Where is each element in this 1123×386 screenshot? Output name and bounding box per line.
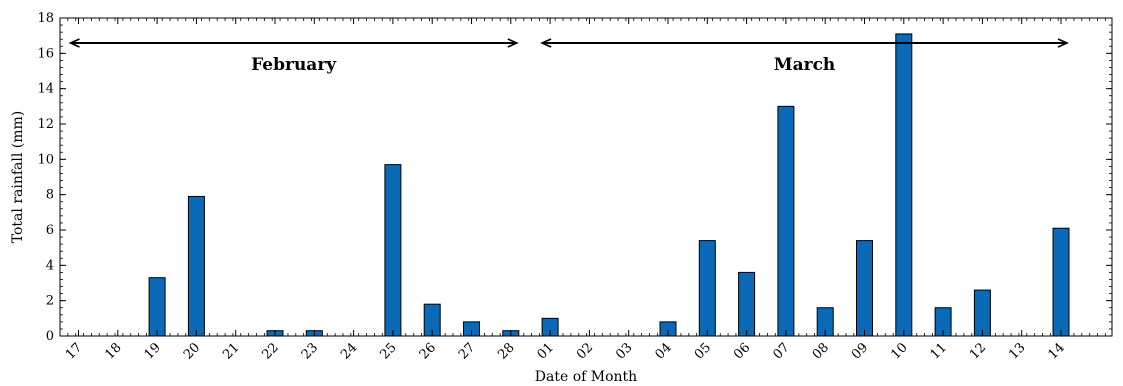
bar bbox=[187, 195, 205, 337]
x-tick-label: 17 bbox=[63, 340, 85, 362]
y-ticks: 0 2 4 6 8 10 12 14 16 18 bbox=[37, 11, 1112, 344]
y-tick-label: 14 bbox=[37, 82, 54, 97]
y-tick-label: 10 bbox=[37, 152, 54, 167]
x-tick-label: 04 bbox=[653, 340, 675, 362]
x-tick-label: 24 bbox=[338, 340, 360, 362]
x-tick-label: 09 bbox=[849, 340, 871, 362]
arrow-right-icon bbox=[1057, 38, 1069, 48]
y-tick-label: 6 bbox=[46, 223, 54, 238]
x-tick-label: 14 bbox=[1046, 340, 1068, 362]
plot-frame bbox=[59, 17, 1113, 337]
x-tick-label: 19 bbox=[142, 340, 164, 362]
month-annotations: February March bbox=[68, 38, 1069, 75]
y-tick-label: 12 bbox=[37, 117, 54, 132]
x-tick-label: 22 bbox=[260, 340, 282, 362]
x-tick-label: 18 bbox=[102, 340, 124, 362]
x-tick-label: 02 bbox=[574, 340, 596, 362]
axes bbox=[59, 17, 1113, 337]
x-tick-label: 23 bbox=[299, 340, 321, 362]
x-ticks: 17 18 19 20 21 22 23 24 25 26 27 28 01 02 03 04 05 06 07 08… bbox=[63, 18, 1068, 363]
x-tick-label: 01 bbox=[535, 340, 557, 362]
x-tick-label: 07 bbox=[770, 340, 792, 362]
bar bbox=[148, 277, 166, 337]
x-tick-label: 25 bbox=[377, 340, 399, 362]
bar bbox=[384, 164, 402, 337]
month-label: March bbox=[774, 55, 836, 75]
x-tick-label: 13 bbox=[1006, 340, 1028, 362]
x-tick-label: 20 bbox=[181, 340, 203, 362]
month-label: February bbox=[251, 55, 337, 75]
x-tick-label: 28 bbox=[495, 340, 517, 362]
y-tick-label: 18 bbox=[37, 11, 54, 26]
y-tick-label: 4 bbox=[46, 258, 54, 273]
bar bbox=[1052, 227, 1070, 337]
x-tick-label: 05 bbox=[692, 340, 714, 362]
minor-ticks bbox=[59, 17, 1112, 337]
x-axis-title: Date of Month bbox=[535, 369, 637, 385]
arrow-right-icon bbox=[507, 38, 519, 48]
y-tick-label: 16 bbox=[37, 46, 54, 61]
x-tick-label: 10 bbox=[888, 340, 910, 362]
bar bbox=[698, 240, 716, 337]
x-tick-label: 08 bbox=[810, 340, 832, 362]
x-tick-label: 21 bbox=[220, 340, 242, 362]
y-axis-title: Total rainfall (mm) bbox=[10, 111, 26, 244]
bar bbox=[856, 240, 873, 337]
bar bbox=[738, 271, 756, 337]
x-tick-label: 03 bbox=[613, 340, 635, 362]
bar bbox=[777, 105, 795, 337]
arrow-left-icon bbox=[68, 38, 80, 48]
y-tick-label: 8 bbox=[46, 188, 54, 203]
x-tick-label: 11 bbox=[928, 340, 950, 362]
x-tick-label: 06 bbox=[731, 340, 753, 362]
arrow-left-icon bbox=[540, 38, 552, 48]
x-tick-label: 27 bbox=[456, 340, 478, 362]
x-tick-label: 12 bbox=[967, 340, 989, 362]
bar bbox=[973, 289, 991, 337]
x-tick-label: 26 bbox=[417, 340, 439, 362]
y-tick-label: 2 bbox=[46, 294, 54, 309]
bars bbox=[148, 33, 1070, 337]
y-tick-label: 0 bbox=[46, 329, 54, 344]
bar bbox=[895, 33, 913, 337]
